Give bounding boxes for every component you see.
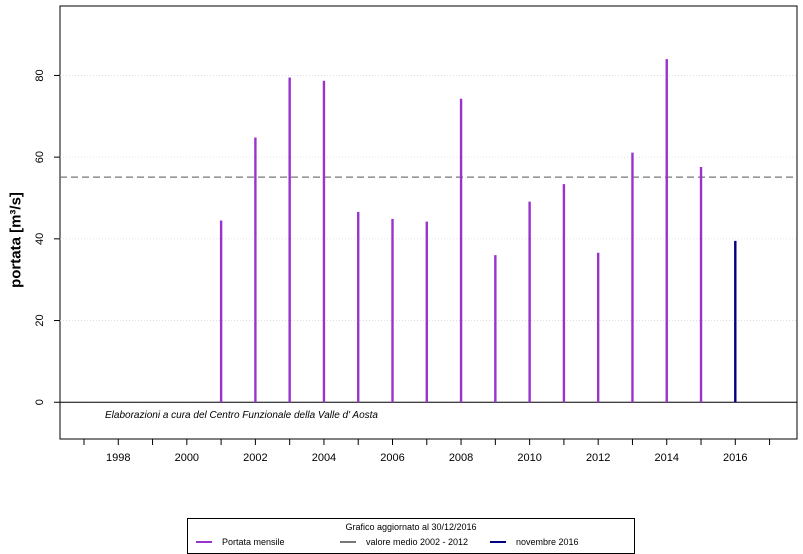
legend-item-portata: Portata mensile bbox=[196, 537, 285, 547]
x-tick-label: 2006 bbox=[380, 452, 404, 464]
y-axis-title-wrap: portata [m³/s] bbox=[6, 180, 26, 300]
y-tick-label: 60 bbox=[34, 151, 46, 163]
plot-frame bbox=[59, 5, 798, 440]
x-tick-label: 2010 bbox=[517, 452, 541, 464]
grid-lines bbox=[60, 75, 797, 403]
bars-group bbox=[219, 59, 737, 403]
y-tick-label: 20 bbox=[34, 314, 46, 326]
x-axis: 1998 2000 2002 2004 2006 2008 2010 2012 2014 2016 bbox=[83, 439, 771, 464]
x-tick-label: 2016 bbox=[723, 452, 747, 464]
legend-swatch-portata bbox=[196, 541, 212, 543]
y-tick-label: 40 bbox=[34, 233, 46, 245]
x-tick-label: 1998 bbox=[106, 452, 130, 464]
legend-label-valore-medio: valore medio 2002 - 2012 bbox=[366, 537, 469, 547]
legend: Grafico aggiornato al 30/12/2016 Portata… bbox=[187, 518, 635, 554]
y-axis: 0 20 40 60 80 bbox=[34, 69, 60, 405]
y-tick-label: 80 bbox=[34, 69, 46, 81]
chart-annotation: Elaborazioni a cura del Centro Funzional… bbox=[105, 410, 378, 421]
legend-label-novembre: novembre 2016 bbox=[516, 537, 579, 547]
legend-swatch-novembre bbox=[490, 541, 506, 543]
x-tick-label: 2002 bbox=[243, 452, 267, 464]
x-tick-label: 2008 bbox=[449, 452, 473, 464]
legend-label-portata: Portata mensile bbox=[222, 537, 285, 547]
legend-item-novembre: novembre 2016 bbox=[490, 537, 579, 547]
x-tick-label: 2004 bbox=[312, 452, 336, 464]
y-axis-title: portata [m³/s] bbox=[7, 192, 25, 288]
legend-title: Grafico aggiornato al 30/12/2016 bbox=[345, 522, 477, 532]
y-tick-label: 0 bbox=[34, 399, 46, 405]
legend-item-valore-medio: valore medio 2002 - 2012 bbox=[340, 537, 468, 547]
legend-swatch-valore-medio bbox=[340, 541, 356, 543]
x-tick-label: 2012 bbox=[586, 452, 610, 464]
x-tick-label: 2014 bbox=[654, 452, 678, 464]
x-tick-label: 2000 bbox=[175, 452, 199, 464]
